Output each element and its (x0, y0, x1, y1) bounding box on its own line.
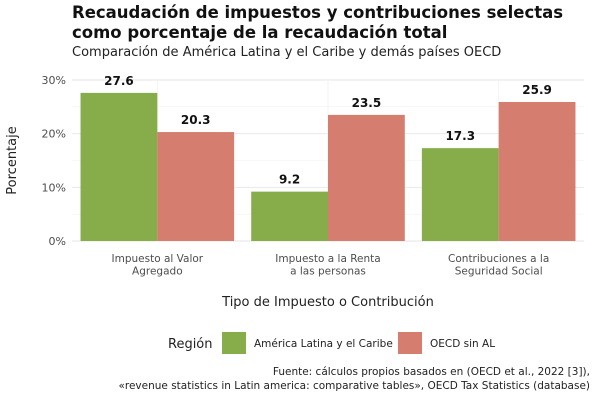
x-tick-label: Impuesto a la Renta (275, 253, 380, 265)
chart-title-line-1: Recaudación de impuestos y contribucione… (72, 3, 564, 22)
source-caption-line-1: Fuente: cálculos propios basados en (OEC… (272, 366, 590, 378)
bar (328, 114, 405, 241)
y-axis-title: Porcentaje (5, 126, 20, 194)
legend-label: OECD sin AL (430, 338, 495, 350)
y-tick-label: 30% (42, 74, 66, 87)
legend-swatch (222, 332, 246, 354)
chart-title-line-2: como porcentaje de la recaudación total (72, 23, 448, 42)
bar (157, 132, 235, 241)
x-tick-label: Seguridad Social (455, 266, 543, 278)
legend-title: Región (168, 337, 213, 352)
y-tick-label: 0% (49, 235, 66, 248)
x-axis-title: Tipo de Impuesto o Contribución (221, 295, 434, 310)
bar (421, 148, 499, 241)
x-tick-label: a las personas (290, 266, 366, 278)
chart-subtitle: Comparación de América Latina y el Carib… (72, 45, 502, 60)
bar-value-label: 9.2 (279, 173, 300, 187)
bar (251, 191, 328, 241)
y-tick-label: 10% (42, 181, 66, 194)
bar-value-label: 17.3 (445, 129, 475, 143)
bar (80, 92, 158, 241)
bar-value-label: 25.9 (522, 83, 552, 97)
x-tick-label: Agregado (132, 266, 183, 278)
x-tick-label: Contribuciones a la (448, 253, 549, 265)
bar-value-label: 27.6 (104, 74, 134, 88)
bar-value-label: 20.3 (181, 113, 211, 127)
legend-swatch (398, 332, 422, 354)
bar (498, 102, 576, 242)
source-caption: Fuente: cálculos propios basados en (OEC… (118, 366, 590, 393)
chart-title: Recaudación de impuestos y contribucione… (72, 3, 563, 43)
x-tick-label: Impuesto al Valor (112, 253, 204, 265)
source-caption-line-2: «revenue statistics in Latin america: co… (118, 379, 590, 392)
y-tick-label: 20% (42, 128, 66, 141)
legend-label: América Latina y el Caribe (254, 338, 393, 350)
bar-value-label: 23.5 (352, 96, 382, 110)
